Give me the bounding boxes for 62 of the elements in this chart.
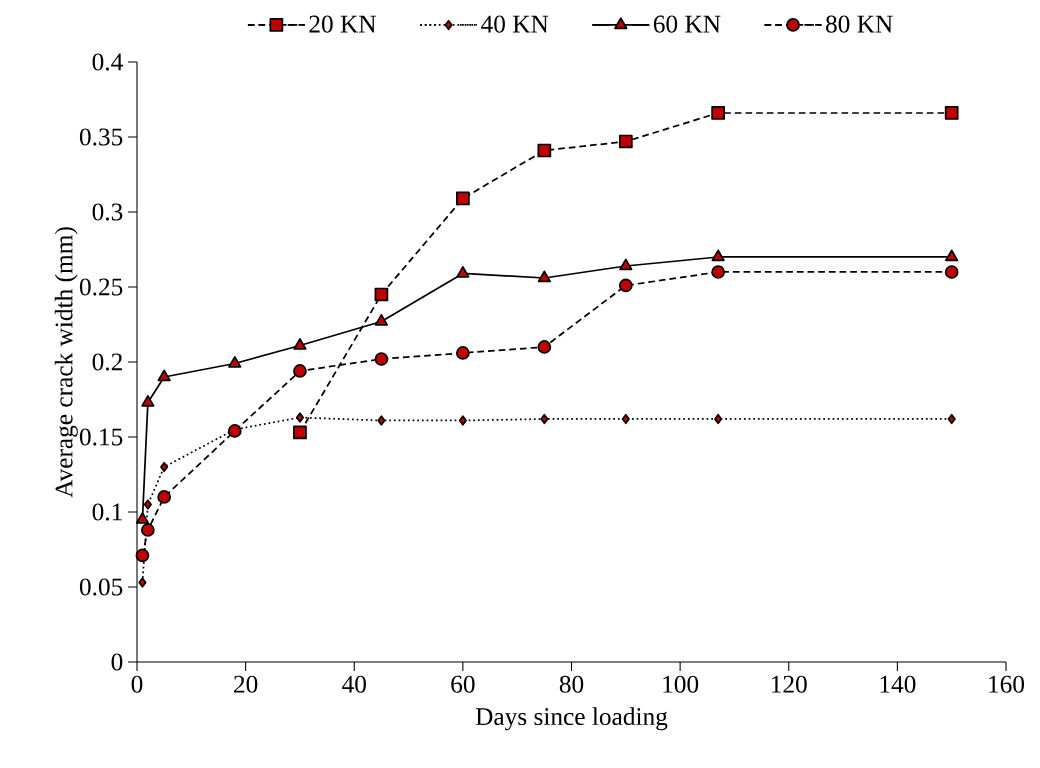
point (458, 415, 467, 426)
y-tick-label: 0 (111, 653, 123, 671)
point (293, 337, 307, 350)
point (947, 413, 956, 425)
point (160, 461, 169, 473)
y-tick-label: 0.2 (92, 353, 122, 371)
x-tick-label: 80 (559, 675, 584, 693)
point (135, 511, 150, 524)
x-tick-label: 40 (342, 675, 366, 693)
x-tick-label: 0 (131, 675, 143, 693)
point (711, 249, 725, 262)
point (537, 340, 552, 354)
y-tick-label: 0.3 (92, 203, 123, 221)
legend-label: 40 KN (481, 15, 549, 33)
point (618, 278, 633, 293)
point (714, 413, 723, 425)
point (143, 499, 152, 510)
y-tick-label: 0.15 (79, 428, 123, 446)
point (157, 369, 171, 382)
point (377, 415, 386, 426)
y-tick-label: 0.05 (79, 578, 123, 596)
point (374, 313, 389, 326)
point (456, 265, 470, 278)
point (293, 425, 307, 440)
x-tick-label: 100 (663, 675, 699, 693)
point (540, 413, 549, 425)
x-tick-label: 20 (234, 675, 258, 693)
x-tick-label: 60 (451, 675, 475, 693)
point (157, 490, 172, 504)
point (456, 191, 470, 206)
y-tick-label: 0.1 (92, 503, 122, 521)
y-tick-label: 0.25 (79, 278, 123, 296)
point (141, 394, 155, 407)
point (711, 106, 726, 120)
x-tick-label: 160 (989, 675, 1025, 693)
point (293, 364, 307, 378)
point (537, 143, 552, 158)
point (711, 265, 726, 279)
point (944, 106, 959, 120)
point (945, 249, 959, 262)
point (619, 258, 633, 271)
point (374, 287, 389, 302)
point (374, 352, 389, 366)
y-tick-label: 0.35 (79, 128, 123, 146)
point (138, 577, 147, 588)
x-tick-label: 140 (880, 675, 916, 693)
point (537, 270, 551, 283)
y-tick-label: 0.4 (92, 53, 123, 71)
point (944, 265, 959, 279)
legend-label: 20 KN (309, 15, 376, 33)
point (618, 134, 633, 149)
point (228, 355, 242, 368)
point (456, 346, 470, 360)
point (135, 548, 150, 563)
legend-label: 60 KN (653, 15, 721, 33)
x-axis-title: Days since loading (475, 707, 668, 731)
point (621, 413, 630, 425)
x-tick-label: 120 (771, 675, 807, 693)
y-axis-title: Average crack width (mm) (54, 227, 78, 498)
point (295, 412, 305, 423)
point (141, 523, 155, 537)
legend-label: 80 KN (825, 15, 893, 33)
